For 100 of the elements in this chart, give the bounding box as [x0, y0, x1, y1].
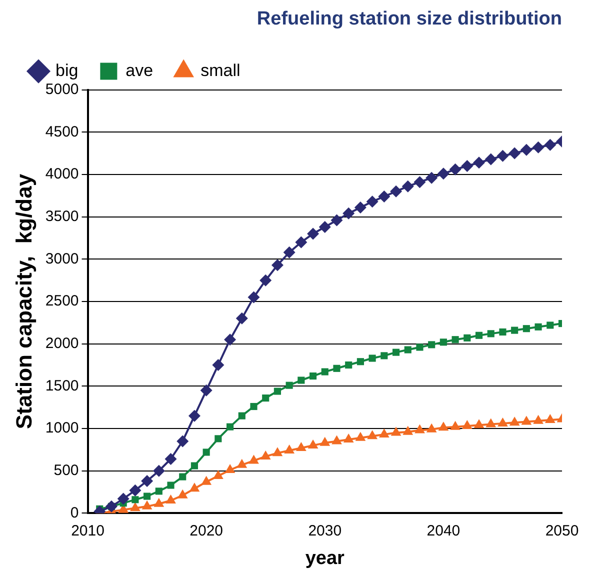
point [521, 416, 532, 425]
point [437, 168, 450, 180]
point [546, 322, 554, 329]
chart-title: Refueling station size distribution [256, 8, 562, 30]
y-tick-label: 2500 [45, 292, 79, 310]
point [212, 470, 224, 479]
point [308, 439, 318, 448]
point [164, 453, 177, 466]
point [144, 492, 151, 500]
point [330, 214, 343, 226]
point [226, 423, 234, 430]
point [452, 336, 459, 344]
point [284, 444, 295, 454]
point [298, 376, 305, 384]
x-tick-label: 2030 [308, 522, 342, 540]
point [155, 488, 162, 495]
point [368, 354, 376, 362]
point [188, 410, 200, 422]
point [473, 156, 486, 169]
point [318, 220, 331, 233]
point [333, 364, 340, 372]
y-tick-label: 3000 [45, 250, 79, 268]
point [461, 160, 474, 172]
point [532, 141, 544, 154]
point [248, 454, 259, 464]
point [260, 274, 272, 286]
point [343, 434, 354, 443]
point [544, 138, 556, 151]
y-tick-label: 500 [54, 462, 79, 479]
point [366, 196, 378, 208]
x-axis-title: year [305, 548, 346, 569]
point [224, 464, 236, 474]
point [272, 447, 283, 456]
point [342, 207, 355, 220]
point [354, 202, 366, 214]
point [464, 334, 471, 342]
point [438, 422, 449, 431]
point [474, 419, 484, 428]
point [286, 382, 293, 389]
point [499, 328, 506, 336]
x-tick-label: 2020 [190, 522, 224, 540]
point [450, 420, 460, 430]
point [274, 388, 281, 395]
point [533, 414, 544, 424]
legend-label: big [56, 60, 78, 80]
point [236, 458, 248, 468]
point [390, 185, 402, 198]
point [189, 482, 200, 492]
x-tick-label: 2040 [426, 522, 460, 540]
point [321, 368, 328, 376]
point [520, 144, 532, 156]
point [498, 417, 508, 426]
point [522, 325, 530, 332]
point [236, 312, 248, 324]
point [440, 338, 447, 346]
point [484, 153, 497, 166]
point [414, 176, 426, 188]
point [508, 147, 521, 160]
legend-label: ave [126, 60, 154, 80]
y-tick-label: 0 [70, 504, 79, 522]
point [117, 492, 130, 505]
y-tick-label: 4000 [45, 166, 79, 183]
point [132, 496, 139, 504]
point [250, 402, 258, 410]
point [154, 498, 164, 507]
y-tick-label: 4500 [45, 123, 79, 140]
point [496, 150, 509, 162]
legend-label: small [200, 60, 240, 80]
point [462, 420, 472, 429]
point [307, 228, 320, 240]
point [332, 435, 342, 444]
point [534, 323, 542, 330]
point [214, 435, 222, 442]
y-axis-title: Station capacity, kg/day [11, 173, 36, 430]
point [378, 428, 390, 438]
point [152, 464, 165, 477]
point [212, 359, 224, 372]
point [238, 412, 246, 420]
point [177, 489, 188, 498]
point [271, 259, 284, 272]
point [380, 352, 388, 360]
point [167, 482, 174, 489]
y-tick-label: 5000 [45, 80, 79, 98]
y-tick-label: 1500 [45, 377, 79, 394]
point [428, 341, 436, 348]
point [202, 448, 210, 456]
point [378, 190, 390, 202]
point [544, 414, 556, 424]
point [130, 502, 140, 512]
point [141, 475, 154, 488]
x-tick-label: 2010 [71, 522, 104, 540]
point [486, 418, 496, 428]
point [345, 361, 352, 369]
point [414, 424, 425, 434]
point [309, 372, 317, 380]
point [475, 332, 483, 339]
point [426, 172, 438, 184]
point [511, 326, 518, 334]
point [129, 484, 142, 496]
point [262, 394, 270, 402]
